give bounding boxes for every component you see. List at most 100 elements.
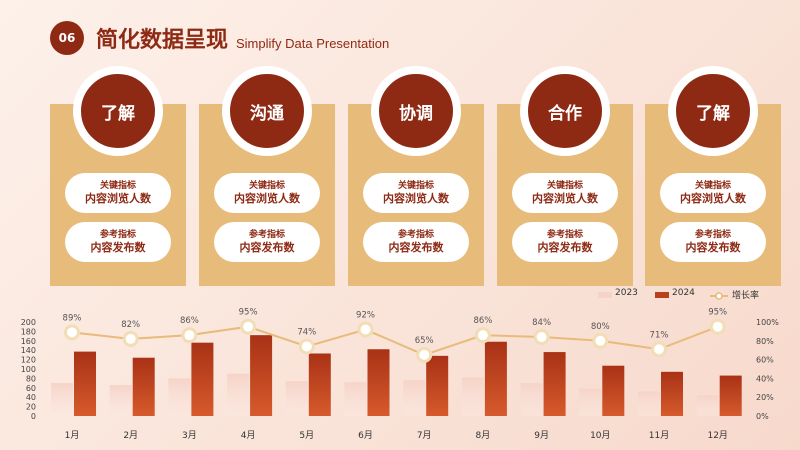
page-title: 简化数据呈现 — [96, 27, 229, 53]
growth-point — [592, 332, 609, 349]
growth-data-label: 86% — [180, 316, 199, 326]
growth-point — [64, 324, 80, 341]
y-tick-label: 60 — [26, 384, 36, 393]
metric-pill-key: 关键指标 内容浏览人数 — [512, 173, 618, 213]
x-tick-label: 6月 — [358, 430, 373, 441]
bar-2024 — [602, 365, 625, 416]
bar-2023 — [638, 391, 660, 416]
bar-2024 — [484, 341, 507, 416]
card-label: 合作 — [548, 103, 582, 124]
metric-ref-caption: 参考指标 — [546, 229, 583, 240]
growth-data-label: 71% — [650, 330, 669, 340]
y-tick-label: 200 — [21, 318, 36, 327]
bar-2023 — [285, 381, 308, 416]
card-circle: 协调 — [371, 66, 461, 156]
metric-key-caption: 关键指标 — [99, 180, 136, 191]
y-tick-label: 80 — [26, 374, 36, 383]
growth-point — [357, 321, 374, 338]
page-subtitle: Simplify Data Presentation — [236, 36, 390, 51]
bar-2024 — [426, 355, 449, 416]
bar-2024 — [308, 353, 331, 416]
metric-ref-value: 内容发布数 — [537, 240, 593, 254]
growth-data-label: 92% — [356, 311, 375, 321]
growth-data-label: 95% — [239, 308, 258, 318]
bar-2023 — [344, 382, 367, 416]
growth-data-label: 82% — [121, 320, 140, 330]
y-tick-label: 0 — [31, 412, 36, 421]
metric-ref-caption: 参考指标 — [99, 229, 136, 240]
card-label: 协调 — [399, 103, 433, 124]
growth-data-label: 65% — [415, 336, 434, 346]
x-tick-label: 8月 — [476, 430, 491, 441]
bar-2023 — [168, 378, 191, 416]
card-label: 沟通 — [250, 103, 284, 124]
y-tick-label: 140 — [21, 346, 36, 355]
growth-point — [122, 330, 139, 347]
bar-2023 — [403, 380, 426, 416]
growth-point — [416, 346, 433, 363]
metric-pill-ref: 参考指标 内容发布数 — [660, 222, 766, 262]
metric-ref-caption: 参考指标 — [694, 229, 731, 240]
y-tick-label: 180 — [21, 327, 36, 336]
x-tick-label: 12月 — [707, 430, 727, 441]
growth-data-label: 84% — [532, 318, 551, 328]
section-number: 06 — [58, 31, 76, 45]
metric-pill-key: 关键指标 内容浏览人数 — [363, 173, 469, 213]
metric-pill-ref: 参考指标 内容发布数 — [214, 222, 320, 262]
growth-rate-line — [71, 325, 719, 356]
y2-tick-label: 80% — [756, 337, 774, 346]
card-label: 了解 — [101, 103, 135, 124]
bar-2024 — [719, 375, 742, 416]
metric-key-value: 内容浏览人数 — [680, 191, 746, 205]
metric-ref-value: 内容发布数 — [239, 240, 295, 254]
growth-data-label: 89% — [63, 313, 82, 323]
growth-point — [709, 318, 726, 335]
growth-data-label: 95% — [708, 308, 727, 318]
bar-2024 — [132, 357, 155, 416]
metric-key-value: 内容浏览人数 — [383, 191, 449, 205]
bar-2024 — [367, 349, 390, 416]
y-tick-label: 100 — [21, 365, 36, 374]
bar-2023 — [579, 388, 602, 416]
bar-2024 — [543, 352, 566, 416]
y-tick-label: 120 — [21, 356, 36, 365]
metric-key-caption: 关键指标 — [546, 180, 583, 191]
card-circle: 了解 — [668, 66, 758, 156]
metric-pill-ref: 参考指标 内容发布数 — [363, 222, 469, 262]
card-circle: 了解 — [73, 66, 163, 156]
metric-pill-key: 关键指标 内容浏览人数 — [214, 173, 320, 213]
x-tick-label: 3月 — [182, 430, 197, 441]
card-circle: 合作 — [520, 66, 610, 156]
growth-point — [181, 327, 198, 344]
metric-key-caption: 关键指标 — [248, 180, 285, 191]
growth-point — [533, 329, 550, 346]
growth-point — [298, 338, 315, 355]
growth-data-label: 86% — [473, 316, 492, 326]
growth-point — [240, 318, 257, 335]
metric-ref-caption: 参考指标 — [248, 229, 285, 240]
growth-data-label: 74% — [297, 327, 316, 337]
y-tick-label: 20 — [26, 403, 36, 412]
y2-tick-label: 60% — [756, 356, 774, 365]
card-circle: 沟通 — [222, 66, 312, 156]
metric-key-value: 内容浏览人数 — [85, 191, 151, 205]
bar-2023 — [696, 395, 719, 416]
bar-2023 — [51, 383, 73, 416]
metric-key-value: 内容浏览人数 — [234, 191, 300, 205]
growth-point — [651, 341, 667, 358]
x-tick-label: 9月 — [534, 430, 549, 441]
card-label: 了解 — [696, 103, 730, 124]
metric-pill-ref: 参考指标 内容发布数 — [65, 222, 171, 262]
y2-tick-label: 100% — [756, 318, 779, 327]
y-tick-label: 160 — [21, 337, 36, 346]
metric-pill-ref: 参考指标 内容发布数 — [512, 222, 618, 262]
legend-2023-label: 2023 — [615, 288, 638, 298]
x-tick-label: 11月 — [649, 430, 669, 441]
metric-key-caption: 关键指标 — [397, 180, 434, 191]
metric-ref-value: 内容发布数 — [388, 240, 444, 254]
x-tick-label: 2月 — [123, 430, 138, 441]
metric-pill-key: 关键指标 内容浏览人数 — [65, 173, 171, 213]
y2-tick-label: 0% — [756, 412, 769, 421]
metric-ref-value: 内容发布数 — [685, 240, 741, 254]
